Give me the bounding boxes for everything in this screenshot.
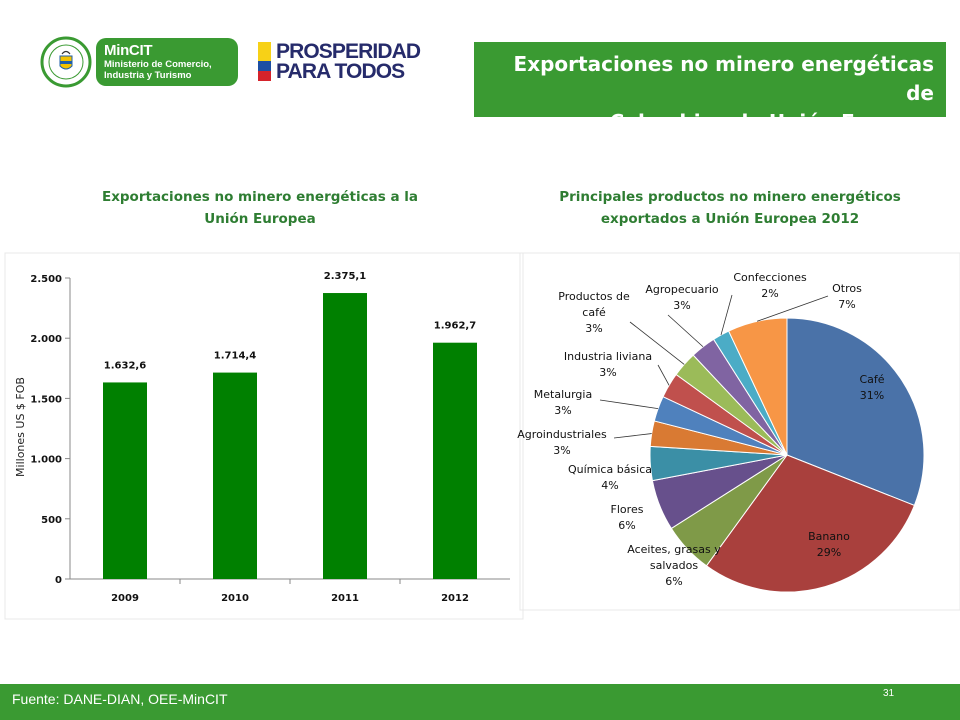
slice-label: Agropecuario 3% bbox=[645, 283, 719, 312]
y-tick-label: 0 bbox=[55, 575, 62, 586]
slice-label: Café 31% bbox=[859, 373, 884, 402]
slice-label: Confecciones 2% bbox=[733, 271, 807, 300]
slice-label-line: Industria liviana bbox=[564, 350, 652, 363]
ministry-full: Ministerio de Comercio, Industria y Turi… bbox=[104, 59, 212, 81]
slide-title: Exportaciones no minero energéticas de C… bbox=[494, 50, 934, 137]
leader-line bbox=[667, 314, 704, 348]
slice-label-line: Otros bbox=[832, 282, 862, 295]
slice-label-line: salvados bbox=[650, 559, 698, 572]
bar-2012 bbox=[433, 342, 477, 579]
leader-line bbox=[629, 321, 685, 365]
pie-slice bbox=[705, 454, 916, 593]
y-tick-label: 1.500 bbox=[30, 394, 62, 405]
bar-2009 bbox=[103, 382, 147, 579]
slice-label-line: 3% bbox=[599, 366, 616, 379]
pie-slice bbox=[786, 317, 925, 507]
slice-label-line: 31% bbox=[860, 389, 884, 402]
footer-bar: Fuente: DANE-DIAN, OEE-MinCIT 31 bbox=[0, 684, 960, 720]
slide-title-line1: Exportaciones no minero energéticas de bbox=[513, 52, 934, 105]
slice-label-line: 4% bbox=[601, 479, 618, 492]
pie-chart-title: Principales productos no minero energéti… bbox=[559, 189, 901, 227]
slice-label: Aceites, grasas y salvados 6% bbox=[627, 543, 721, 588]
bar-data-label: 1.962,7 bbox=[434, 321, 476, 332]
bar-chart-title: Exportaciones no minero energéticas a la… bbox=[101, 189, 419, 227]
colombia-seal-icon bbox=[40, 36, 92, 88]
leader-line bbox=[599, 399, 659, 409]
x-tick-label: 2009 bbox=[111, 593, 139, 604]
flag-yellow bbox=[258, 42, 271, 61]
slice-label-line: 3% bbox=[673, 299, 690, 312]
mincit-badge: MinCIT Ministerio de Comercio, Industria… bbox=[96, 38, 238, 86]
slice-label: Productos de café 3% bbox=[558, 290, 630, 335]
leader-line bbox=[657, 364, 670, 386]
leader-line bbox=[720, 294, 733, 336]
x-tick-label: 2011 bbox=[331, 593, 359, 604]
y-tick-label: 2.500 bbox=[30, 274, 62, 285]
bar-data-label: 2.375,1 bbox=[324, 271, 366, 282]
slice-label-line: 2% bbox=[761, 287, 778, 300]
flag-blue bbox=[258, 61, 271, 71]
bar-2011 bbox=[323, 293, 367, 579]
slice-label-line: Café bbox=[859, 373, 884, 386]
prosperidad-logo: PROSPERIDAD PARA TODOS bbox=[258, 40, 428, 84]
slice-label-line: 6% bbox=[665, 575, 682, 588]
flag-red bbox=[258, 71, 271, 81]
bar-2010 bbox=[213, 372, 257, 579]
bar-data-label: 1.714,4 bbox=[214, 351, 256, 362]
leader-line bbox=[756, 295, 829, 322]
slice-label-line: Banano bbox=[808, 530, 850, 543]
mincit-logo: MinCIT Ministerio de Comercio, Industria… bbox=[40, 36, 240, 88]
pie-chart-frame bbox=[519, 252, 960, 611]
slice-label-line: Metalurgia bbox=[534, 388, 592, 401]
slide-title-line2: Colombia a la Unión Europea bbox=[609, 110, 934, 134]
slice-label: Industria liviana 3% bbox=[564, 350, 652, 379]
page-number: 31 bbox=[883, 688, 895, 699]
slice-label: Banano 29% bbox=[808, 530, 850, 559]
bar-chart-frame bbox=[4, 252, 524, 620]
slice-label: Química básica 4% bbox=[568, 463, 652, 492]
x-tick-label: 2010 bbox=[221, 593, 249, 604]
bar-data-label: 1.632,6 bbox=[104, 360, 146, 371]
slice-label-line: Aceites, grasas y bbox=[627, 543, 721, 556]
slice-label-line: 3% bbox=[585, 322, 602, 335]
slice-label: Otros 7% bbox=[832, 282, 862, 311]
slogan-line1: PROSPERIDAD bbox=[276, 40, 421, 63]
slice-label-line: Química básica bbox=[568, 463, 652, 476]
slice-label-line: 6% bbox=[618, 519, 635, 532]
slice-label-line: Agropecuario bbox=[645, 283, 719, 296]
slice-label-line: 3% bbox=[553, 444, 570, 457]
y-tick-label: 1.000 bbox=[30, 455, 62, 466]
slice-label-line: café bbox=[582, 306, 606, 319]
y-tick-label: 2.000 bbox=[30, 334, 62, 345]
slice-label: Agroindustriales 3% bbox=[517, 428, 607, 457]
y-axis-label: Millones US $ FOB bbox=[14, 377, 27, 477]
slice-label-line: 7% bbox=[838, 298, 855, 311]
slogan-line2: PARA TODOS bbox=[276, 60, 405, 83]
slice-label-line: Flores bbox=[611, 503, 644, 516]
slice-label-line: Confecciones bbox=[733, 271, 807, 284]
slice-label-line: Productos de bbox=[558, 290, 630, 303]
pie-slice bbox=[728, 317, 788, 456]
slice-label-line: 29% bbox=[817, 546, 841, 559]
slice-label-line: Agroindustriales bbox=[517, 428, 607, 441]
slice-label-line: 3% bbox=[554, 404, 571, 417]
slide-title-box: Exportaciones no minero energéticas de C… bbox=[474, 42, 946, 134]
x-tick-label: 2012 bbox=[441, 593, 469, 604]
y-tick-label: 500 bbox=[41, 515, 62, 526]
slice-label: Flores 6% bbox=[611, 503, 644, 532]
ministry-short: MinCIT bbox=[104, 42, 153, 59]
footer-source: Fuente: DANE-DIAN, OEE-MinCIT bbox=[12, 691, 228, 707]
slice-label: Metalurgia 3% bbox=[534, 388, 592, 417]
leader-line bbox=[613, 433, 652, 439]
